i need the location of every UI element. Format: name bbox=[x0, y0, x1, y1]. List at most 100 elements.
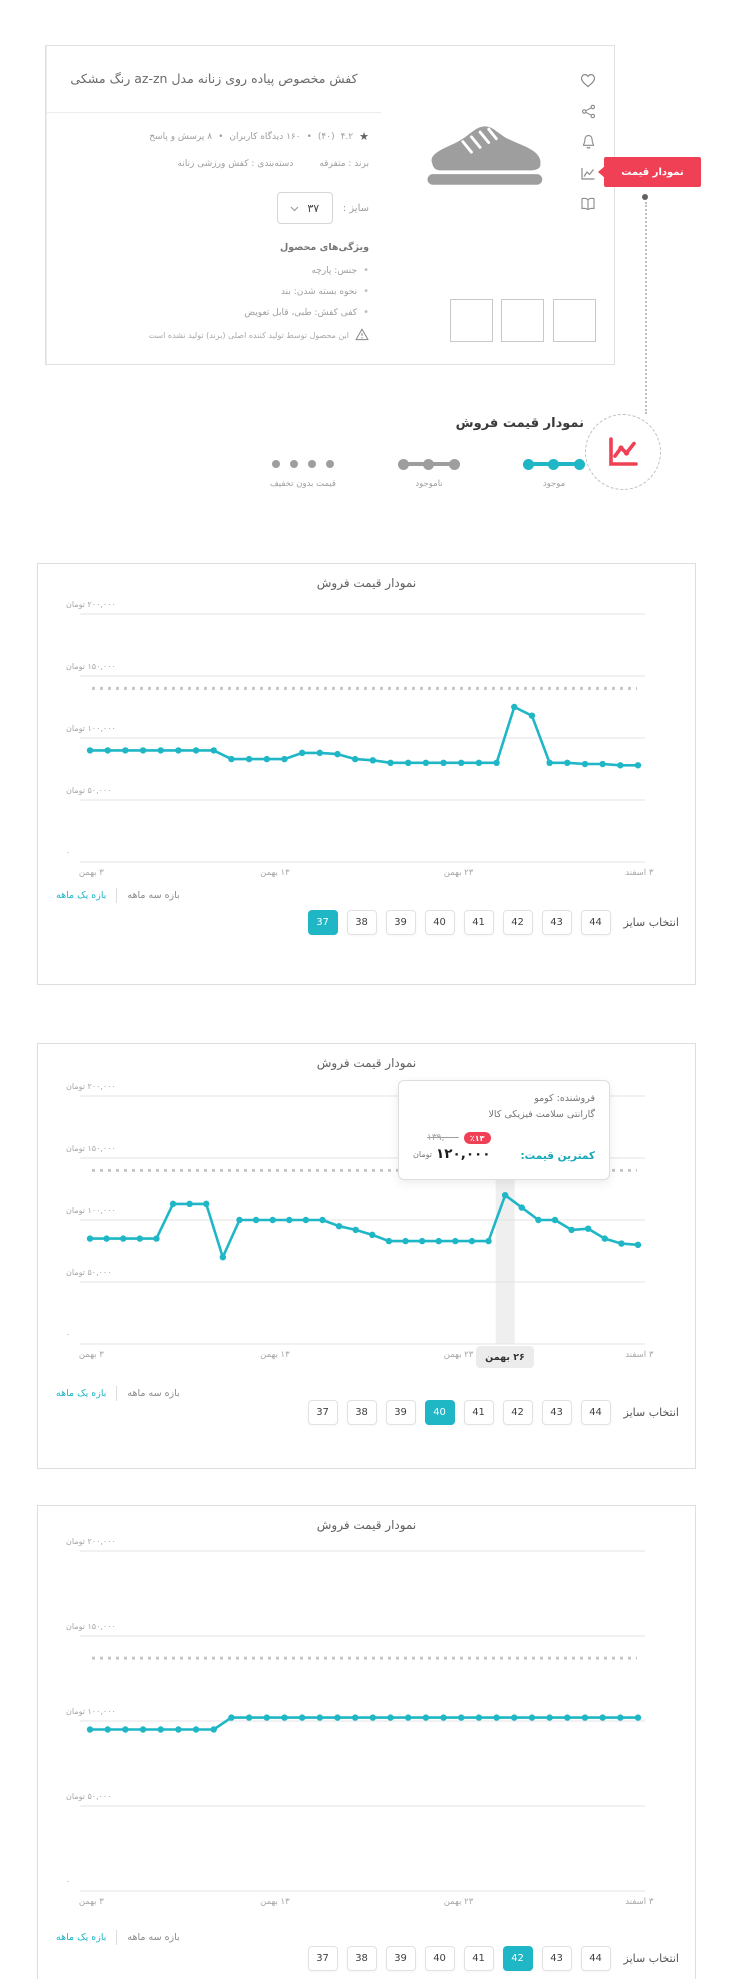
y-axis-label: ۰ bbox=[66, 848, 71, 857]
range-three-month-button[interactable]: بازه سه ماهه bbox=[127, 1388, 180, 1399]
thumbnail[interactable] bbox=[553, 299, 596, 342]
size-button-40[interactable]: 40 bbox=[424, 1946, 455, 1971]
size-button-41[interactable]: 41 bbox=[463, 1946, 494, 1971]
feature-item: • جنس: پارچه bbox=[311, 265, 369, 276]
tooltip-lowest-label: کمترین قیمت: bbox=[520, 1150, 595, 1162]
size-button-37[interactable]: 37 bbox=[307, 1946, 338, 1971]
y-axis-label: ۱۵۰,۰۰۰ تومان bbox=[66, 1622, 116, 1631]
legend-item-no-discount: قیمت بدون تخفیف bbox=[246, 458, 360, 489]
connector-dot bbox=[642, 194, 648, 200]
tooltip-price: ۱۲۰,۰۰۰ bbox=[435, 1146, 491, 1162]
divider bbox=[116, 1386, 118, 1401]
size-selector-label: انتخاب سایز bbox=[623, 1952, 679, 1965]
tooltip-old-price: ۱۳۹,۰۰۰ bbox=[427, 1133, 459, 1143]
separator-dot: • bbox=[306, 131, 312, 142]
reviews-link[interactable]: ۱۶۰ دیدگاه کاربران bbox=[229, 131, 301, 142]
x-axis-label: ۱۳ بهمن bbox=[260, 1350, 290, 1360]
size-button-38[interactable]: 38 bbox=[346, 1400, 377, 1425]
size-button-43[interactable]: 43 bbox=[541, 1946, 572, 1971]
price-chart-panel-2: نمودار قیمت فروش فروشنده: کومو گارانتی س… bbox=[37, 1043, 696, 1469]
x-axis-label: ۲۳ بهمن bbox=[443, 1350, 474, 1360]
size-button-42[interactable]: 42 bbox=[502, 1946, 533, 1971]
range-toggle: بازه یک ماهه بازه سه ماهه bbox=[56, 1930, 180, 1945]
size-selector: انتخاب سایز 44 43 42 41 40 39 38 37 bbox=[307, 1946, 679, 1971]
size-button-42[interactable]: 42 bbox=[502, 910, 533, 935]
range-one-month-button[interactable]: بازه یک ماهه bbox=[56, 890, 107, 901]
size-button-41[interactable]: 41 bbox=[463, 1400, 494, 1425]
size-selector-label: انتخاب سایز bbox=[623, 1406, 679, 1419]
size-button-41[interactable]: 41 bbox=[463, 910, 494, 935]
size-dropdown[interactable]: ۳۷ bbox=[276, 192, 333, 224]
range-one-month-button[interactable]: بازه یک ماهه bbox=[56, 1932, 107, 1943]
y-axis-label: ۵۰,۰۰۰ تومان bbox=[66, 786, 112, 795]
x-axis-label: ۳ بهمن bbox=[78, 868, 104, 878]
size-button-37[interactable]: 37 bbox=[307, 910, 338, 935]
tooltip-warranty: گارانتی سلامت فیزیکی کالا bbox=[488, 1109, 595, 1120]
y-axis-label: ۱۰۰,۰۰۰ تومان bbox=[66, 1206, 116, 1215]
divider bbox=[116, 888, 118, 903]
price-chart-panel-1: نمودار قیمت فروش بازه یک ماهه بازه سه ما… bbox=[37, 563, 696, 985]
price-chart-badge[interactable]: نمودار قیمت bbox=[604, 157, 701, 187]
book-icon[interactable] bbox=[580, 196, 596, 212]
size-button-44[interactable]: 44 bbox=[580, 1946, 611, 1971]
x-axis-label: ۳ اسفند bbox=[625, 1897, 654, 1907]
size-button-38[interactable]: 38 bbox=[346, 910, 377, 935]
size-button-44[interactable]: 44 bbox=[580, 1400, 611, 1425]
share-icon[interactable] bbox=[580, 103, 596, 119]
x-axis-label: ۲۳ بهمن bbox=[443, 1897, 474, 1907]
size-label: سایز : bbox=[342, 202, 369, 214]
price-chart-icon[interactable] bbox=[580, 165, 596, 181]
size-button-37[interactable]: 37 bbox=[307, 1400, 338, 1425]
product-image[interactable] bbox=[415, 112, 549, 204]
discount-percent-badge: ٪۱۳ bbox=[463, 1132, 491, 1144]
price-chart-circle-icon bbox=[585, 414, 661, 490]
size-selector: انتخاب سایز 44 43 42 41 40 39 38 37 bbox=[307, 910, 679, 935]
y-axis-label: ۱۵۰,۰۰۰ تومان bbox=[66, 662, 116, 671]
heart-icon[interactable] bbox=[580, 72, 596, 88]
product-info-section: کفش مخصوص پیاده روی زنانه مدل az-zn رنگ … bbox=[46, 46, 381, 364]
red-chart-icon bbox=[609, 437, 638, 466]
y-axis-label: ۲۰۰,۰۰۰ تومان bbox=[66, 600, 116, 609]
size-button-42[interactable]: 42 bbox=[502, 1400, 533, 1425]
x-axis-label: ۲۳ بهمن bbox=[443, 868, 474, 878]
category-value[interactable]: دسته‌بندی : کفش ورزشی زنانه bbox=[177, 159, 294, 169]
legend-available-swatch bbox=[523, 458, 585, 470]
thumbnail[interactable] bbox=[450, 299, 493, 342]
tooltip-currency: تومان bbox=[413, 1149, 432, 1159]
thumbnail[interactable] bbox=[501, 299, 544, 342]
rating-score: ۴.۲ bbox=[340, 131, 354, 142]
separator-dot: • bbox=[218, 131, 224, 142]
size-button-40[interactable]: 40 bbox=[424, 910, 455, 935]
questions-link[interactable]: ۸ پرسش و پاسخ bbox=[149, 131, 213, 142]
size-row: سایز : ۳۷ bbox=[276, 192, 369, 224]
size-button-44[interactable]: 44 bbox=[580, 910, 611, 935]
chart-title: نمودار قیمت فروش bbox=[316, 1056, 417, 1070]
bell-icon[interactable] bbox=[580, 134, 596, 150]
legend-item-available: موجود bbox=[497, 458, 611, 489]
y-axis-label: ۱۰۰,۰۰۰ تومان bbox=[66, 1707, 116, 1716]
x-axis-label: ۳ اسفند bbox=[625, 868, 654, 878]
feature-item: • نحوه بسته شدن: بند bbox=[280, 286, 369, 297]
size-selector: انتخاب سایز 44 43 42 41 40 39 38 37 bbox=[307, 1400, 679, 1425]
chart-title: نمودار قیمت فروش bbox=[316, 1518, 417, 1532]
price-tooltip: فروشنده: کومو گارانتی سلامت فیزیکی کالا … bbox=[398, 1080, 610, 1180]
size-button-40[interactable]: 40 bbox=[424, 1400, 455, 1425]
size-button-39[interactable]: 39 bbox=[385, 1400, 416, 1425]
warning-text: این محصول توسط تولید کننده اصلی (برند) ت… bbox=[148, 331, 349, 340]
size-button-38[interactable]: 38 bbox=[346, 1946, 377, 1971]
bullet-dot: • bbox=[363, 286, 369, 297]
range-three-month-button[interactable]: بازه سه ماهه bbox=[127, 890, 180, 901]
y-axis-label: ۵۰,۰۰۰ تومان bbox=[66, 1792, 112, 1801]
range-three-month-button[interactable]: بازه سه ماهه bbox=[127, 1932, 180, 1943]
bullet-dot: • bbox=[363, 265, 369, 276]
brand-value[interactable]: برند : متفرقه bbox=[319, 159, 369, 169]
size-button-43[interactable]: 43 bbox=[541, 910, 572, 935]
product-details: ★ ۴.۲ (۴۰) • ۱۶۰ دیدگاه کاربران • ۸ پرسش… bbox=[47, 112, 381, 364]
product-title: کفش مخصوص پیاده روی زنانه مدل az-zn رنگ … bbox=[47, 46, 381, 113]
size-button-39[interactable]: 39 bbox=[385, 1946, 416, 1971]
size-button-43[interactable]: 43 bbox=[541, 1400, 572, 1425]
size-button-39[interactable]: 39 bbox=[385, 910, 416, 935]
range-one-month-button[interactable]: بازه یک ماهه bbox=[56, 1388, 107, 1399]
legend-unavailable-swatch bbox=[398, 458, 460, 470]
